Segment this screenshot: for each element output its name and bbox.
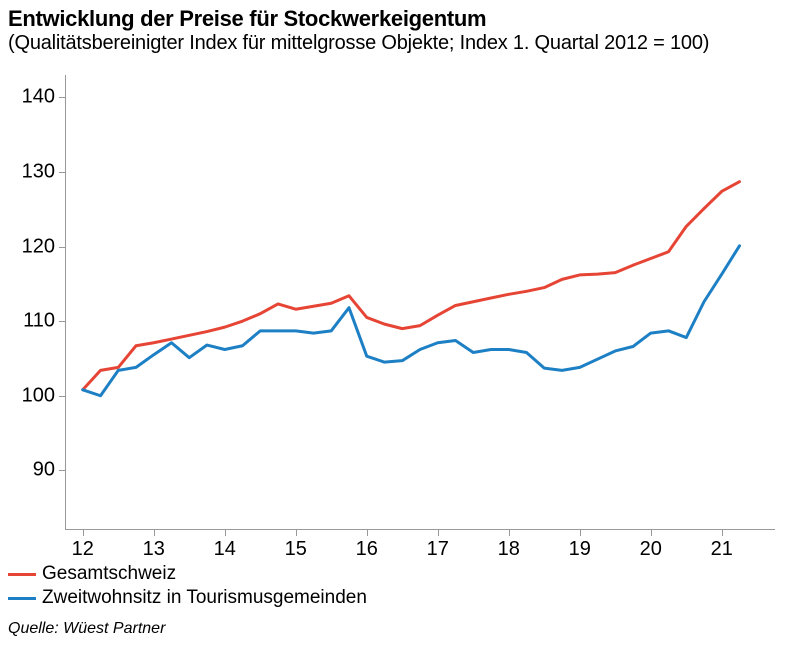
x-tick-label: 19 [569,538,591,561]
legend-item: Gesamtschweiz [8,562,367,586]
x-tick [651,530,652,536]
x-tick-label: 21 [711,538,733,561]
x-tick-label: 15 [285,538,307,561]
y-tick [59,470,65,471]
x-tick-label: 20 [640,538,662,561]
y-tick-label: 140 [22,86,55,109]
y-tick [59,396,65,397]
legend-label: Zweitwohnsitz in Tourismusgemeinden [42,587,367,609]
y-tick-label: 110 [23,310,55,333]
x-tick-label: 18 [498,538,520,561]
legend: GesamtschweizZweitwohnsitz in Tourismusg… [8,562,367,610]
y-tick [59,321,65,322]
legend-label: Gesamtschweiz [42,563,176,585]
x-tick [367,530,368,536]
source-label: Quelle: Wüest Partner [8,620,165,638]
x-tick [509,530,510,536]
x-tick-label: 13 [143,538,165,561]
x-tick [225,530,226,536]
x-tick [722,530,723,536]
x-tick-label: 12 [72,538,94,561]
series-line [83,246,740,396]
y-tick [59,97,65,98]
x-tick [154,530,155,536]
x-tick [83,530,84,536]
y-tick [59,172,65,173]
x-tick-label: 17 [427,538,449,561]
chart-subtitle: (Qualitätsbereinigter Index für mittelgr… [8,32,709,55]
x-tick-label: 16 [356,538,378,561]
x-tick [580,530,581,536]
y-tick-label: 100 [22,384,55,407]
legend-swatch [8,573,36,576]
series-line [83,182,740,390]
y-tick-label: 90 [33,459,55,482]
x-tick-label: 14 [214,538,236,561]
chart-lines [65,75,775,530]
x-tick [438,530,439,536]
x-tick [296,530,297,536]
legend-item: Zweitwohnsitz in Tourismusgemeinden [8,586,367,610]
legend-swatch [8,597,36,600]
y-tick-label: 130 [22,160,55,183]
plot-area: 9010011012013014012131415161718192021 [65,75,775,530]
chart-container: Entwicklung der Preise für Stockwerkeige… [0,0,801,647]
chart-title: Entwicklung der Preise für Stockwerkeige… [8,6,486,32]
y-tick-label: 120 [22,235,55,258]
y-tick [59,247,65,248]
